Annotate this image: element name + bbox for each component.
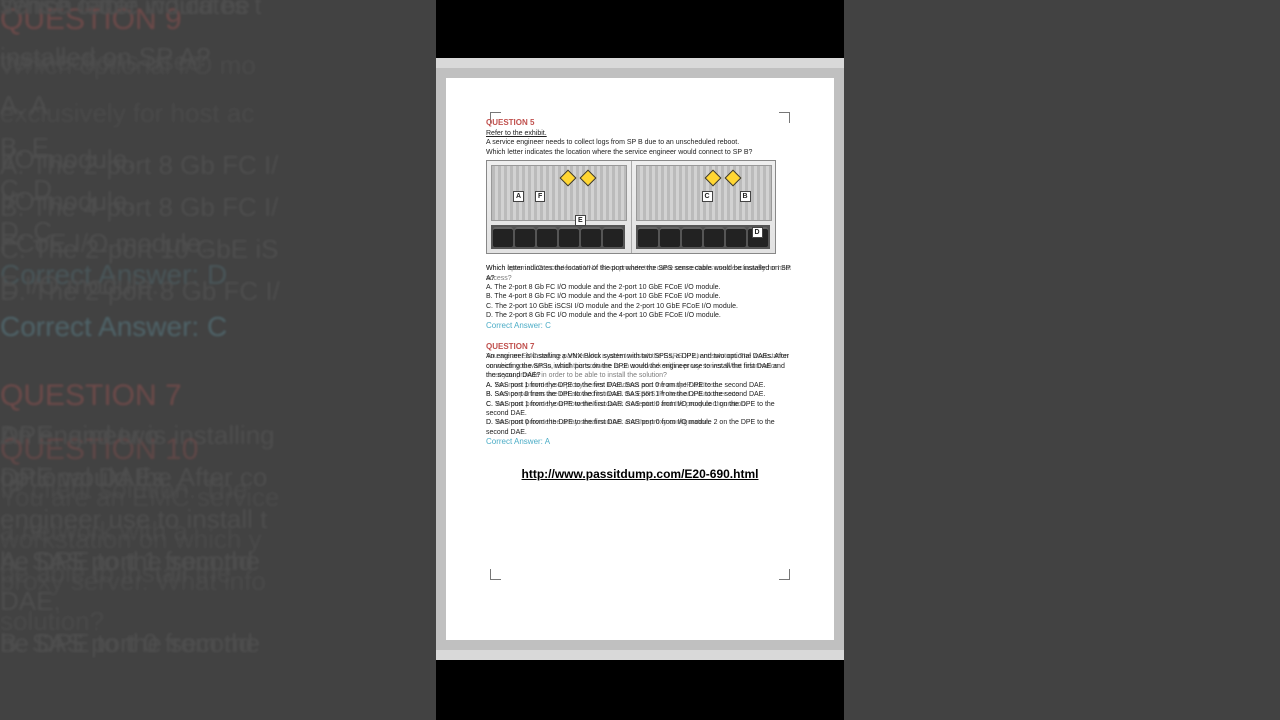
bg-text-line: exclusively for host ac [0, 96, 254, 131]
bg-text-line: he DPE to the second [0, 626, 253, 661]
exhibit-diagram: A F E C B D [486, 160, 776, 254]
letterbox-top [436, 0, 844, 58]
port-label-B: B [740, 191, 751, 202]
warning-icon [580, 170, 597, 187]
refer-exhibit: Refer to the exhibit. [486, 129, 794, 138]
q5-line: Which letter indicates the location wher… [486, 148, 794, 157]
option-list: A. The 2-port 8 Gb FC I/O module and the… [486, 283, 794, 321]
crop-mark [779, 569, 790, 580]
port-label-D: D [752, 227, 763, 238]
q7-overlap: You are an EMC service partner who is ab… [486, 352, 794, 380]
document-viewport: QUESTION 5 Refer to the exhibit. A servi… [436, 58, 844, 660]
question-block-5: QUESTION 5 Refer to the exhibit. A servi… [486, 118, 794, 254]
bg-text-line: I/O module. [0, 184, 134, 219]
bg-text-line: Correct Answer: C [0, 308, 227, 346]
document-page: QUESTION 5 Refer to the exhibit. A servi… [446, 78, 834, 640]
letterbox-bottom [436, 660, 844, 720]
question-title: QUESTION 5 [486, 118, 794, 129]
bg-text-line: sense cable would be [0, 0, 250, 23]
crop-mark [490, 569, 501, 580]
warning-icon [724, 170, 741, 187]
correct-answer: Correct Answer: A [486, 437, 794, 448]
correct-answer: Correct Answer: C [486, 321, 794, 332]
bg-text-line: DPE, and two [0, 418, 159, 453]
bg-text-line: be able to install the [0, 556, 231, 591]
port-label-C: C [702, 191, 713, 202]
bg-text-line: connections used [0, 44, 202, 79]
port-label-F: F [535, 191, 545, 202]
question-block-overlap: Which letter indicates the location of t… [486, 264, 794, 331]
bg-text-line: I/O module. [0, 142, 134, 177]
q-overlap-line: Which optional I/O modules for VNX Block… [486, 264, 794, 283]
option-overlap: B. Service partners are not allowed to i… [486, 390, 741, 399]
warning-icon [704, 170, 721, 187]
warning-icon [560, 170, 577, 187]
diagram-left-half: A F E [487, 161, 632, 253]
option-overlap: D. You must provide the array serial num… [486, 418, 711, 427]
port-label-A: A [513, 191, 524, 202]
q5-line: A service engineer needs to collect logs… [486, 138, 794, 147]
bg-text-line: IP client solution. The [0, 472, 248, 507]
question-title: QUESTION 7 [486, 342, 794, 353]
option-overlap: C. You must provide your Powerlink accou… [486, 400, 747, 409]
diagram-right-half: C B D [632, 161, 776, 253]
option: B. The 4-port 8 Gb FC I/O module and the… [486, 292, 794, 301]
port-row [491, 225, 625, 249]
option: C. The 2-port 10 GbE iSCSI I/O module an… [486, 302, 794, 311]
option: A. The 2-port 8 Gb FC I/O module and the… [486, 283, 794, 292]
sp-panel [491, 165, 627, 221]
bg-text-line: QUESTION 7 [0, 376, 182, 417]
source-url: http://www.passitdump.com/E20-690.html [486, 466, 794, 482]
question-block-7: QUESTION 7 An engineer is installing a V… [486, 342, 794, 449]
bg-text-line: FCoE I/O module. [0, 226, 208, 261]
port-row [636, 225, 770, 249]
option-list: A. SAS port 1 from the DPE to the first … [486, 381, 794, 438]
option-overlap: A. You must provide your proxy server IP… [486, 381, 720, 390]
bg-text-line: E I/O module. [0, 268, 159, 303]
port-label-E: E [575, 215, 586, 226]
option: D. The 2-port 8 Gb FC I/O module and the… [486, 311, 794, 320]
